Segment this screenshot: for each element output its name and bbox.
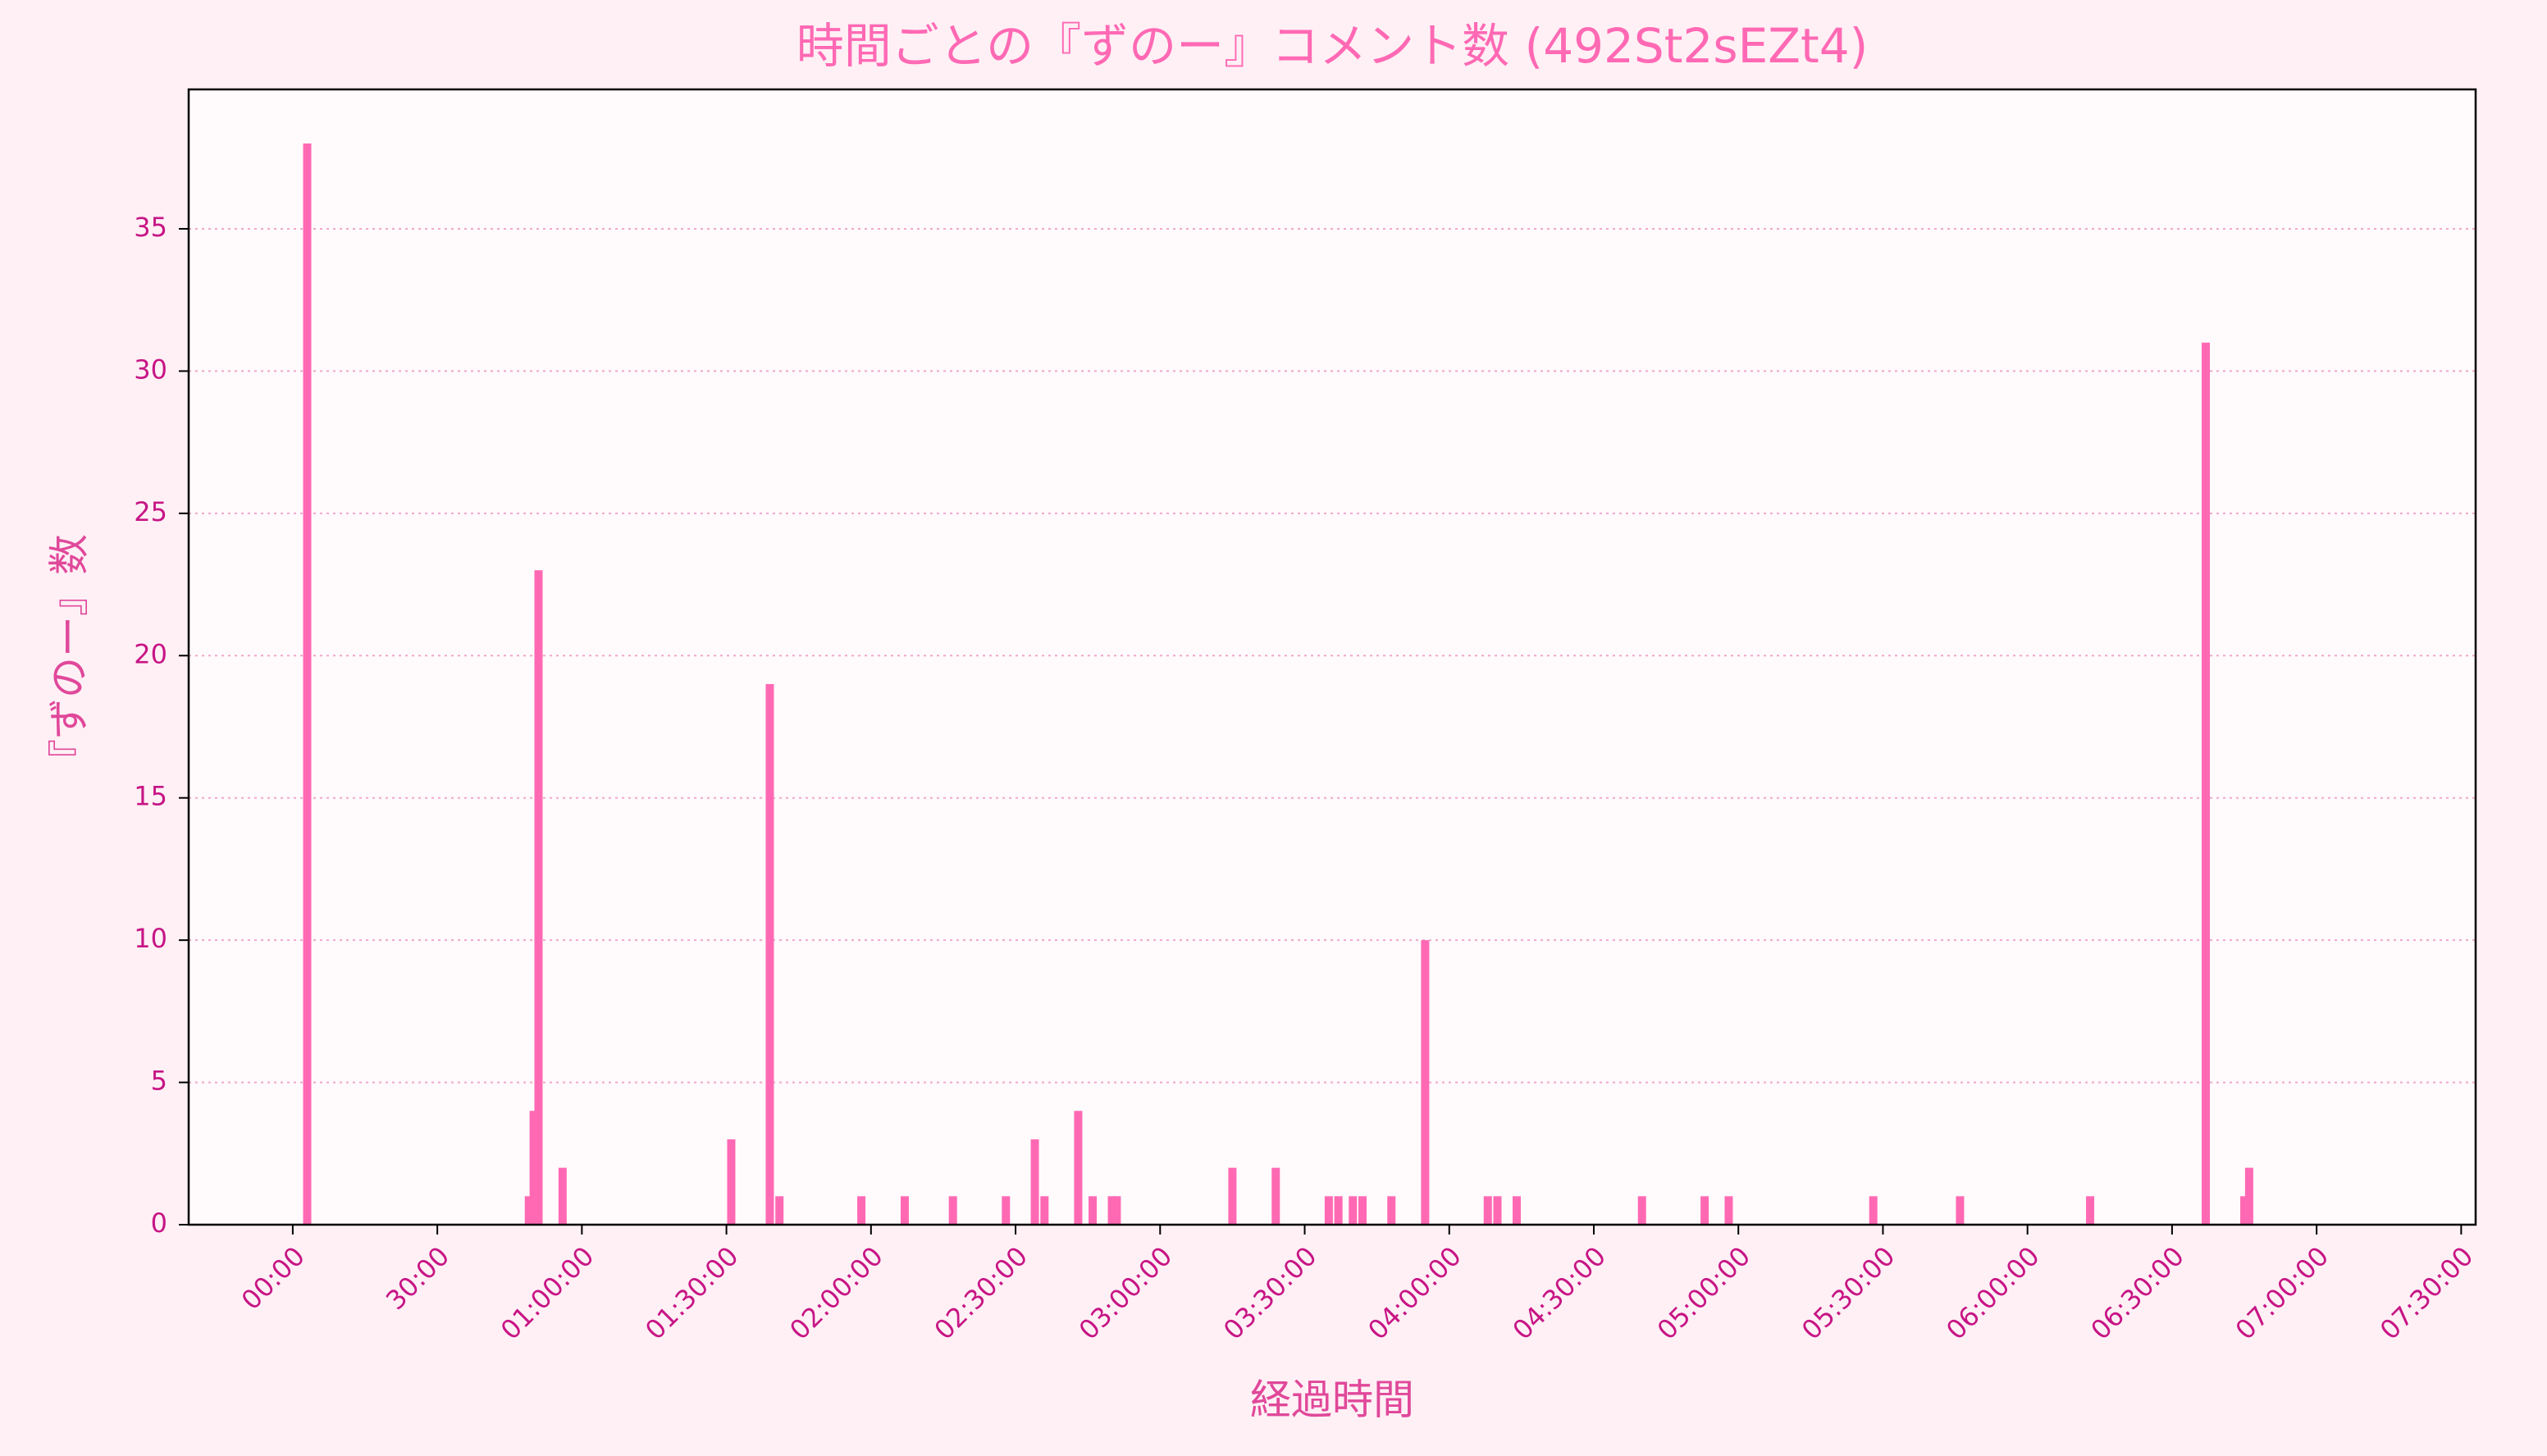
- x-tick-label: 04:30:00: [1507, 1240, 1612, 1345]
- x-tick-label: 07:30:00: [2374, 1240, 2479, 1345]
- bar: [1112, 1196, 1121, 1225]
- bar: [775, 1196, 784, 1225]
- bar: [1074, 1111, 1083, 1225]
- x-tick-label: 06:00:00: [1940, 1240, 2045, 1345]
- x-tick-label: 05:30:00: [1796, 1240, 1901, 1345]
- bar: [1387, 1196, 1396, 1225]
- plot-area: [189, 89, 2476, 1225]
- y-tick-label: 15: [134, 781, 167, 812]
- y-tick-label: 20: [134, 638, 167, 669]
- bar: [1002, 1196, 1011, 1225]
- x-tick-label: 07:00:00: [2230, 1240, 2335, 1345]
- bar: [1421, 940, 1430, 1225]
- bar: [1724, 1196, 1733, 1225]
- bar: [2086, 1196, 2095, 1225]
- bar: [1956, 1196, 1965, 1225]
- y-tick-label: 25: [134, 496, 167, 527]
- x-tick-label: 01:00:00: [495, 1240, 600, 1345]
- bar: [1334, 1196, 1343, 1225]
- x-tick-label: 02:00:00: [783, 1240, 888, 1345]
- bar: [1324, 1196, 1333, 1225]
- bar: [303, 143, 312, 1225]
- bar: [529, 1111, 538, 1225]
- bar: [1493, 1196, 1502, 1225]
- bar: [900, 1196, 909, 1225]
- bar: [2244, 1167, 2253, 1225]
- x-axis-label: 経過時間: [1250, 1376, 1414, 1424]
- bar: [1700, 1196, 1709, 1225]
- x-tick-label: 04:00:00: [1362, 1240, 1467, 1345]
- bar: [948, 1196, 957, 1225]
- x-tick-label: 01:30:00: [639, 1240, 744, 1345]
- bar: [524, 1196, 533, 1225]
- x-tick-label: 03:00:00: [1073, 1240, 1178, 1345]
- bar: [1637, 1196, 1646, 1225]
- bar: [534, 570, 543, 1225]
- bar: [1869, 1196, 1878, 1225]
- y-tick-label: 0: [151, 1207, 167, 1239]
- bar: [1483, 1196, 1492, 1225]
- y-tick-label: 5: [151, 1066, 167, 1097]
- y-tick-label: 10: [134, 923, 167, 954]
- bar: [2202, 342, 2211, 1225]
- bar: [2240, 1196, 2249, 1225]
- bar: [1107, 1196, 1116, 1225]
- bar: [1040, 1196, 1049, 1225]
- bar: [1089, 1196, 1098, 1225]
- y-tick-label: 35: [134, 212, 167, 243]
- x-tick-label: 02:30:00: [929, 1240, 1034, 1345]
- bar: [1271, 1167, 1280, 1225]
- x-tick-label: 03:30:00: [1217, 1240, 1322, 1345]
- chart-title: 時間ごとの『ずのー』コメント数 (492St2sEZt4): [797, 18, 1869, 74]
- x-tick-label: 05:00:00: [1651, 1240, 1756, 1345]
- bar: [1512, 1196, 1521, 1225]
- bar: [1228, 1167, 1237, 1225]
- y-axis-label: 『ずのー』数: [46, 534, 94, 780]
- x-tick-label: 00:00: [235, 1240, 311, 1316]
- bar: [857, 1196, 866, 1225]
- y-tick-label: 30: [134, 354, 167, 385]
- bar: [727, 1139, 736, 1225]
- bar: [1349, 1196, 1358, 1225]
- plot-frame: [187, 88, 2477, 1226]
- bar: [1030, 1139, 1039, 1225]
- bar: [765, 683, 774, 1225]
- bar: [1358, 1196, 1367, 1225]
- bar: [558, 1167, 567, 1225]
- x-tick-label: 30:00: [380, 1240, 455, 1316]
- x-tick-label: 06:30:00: [2084, 1240, 2189, 1345]
